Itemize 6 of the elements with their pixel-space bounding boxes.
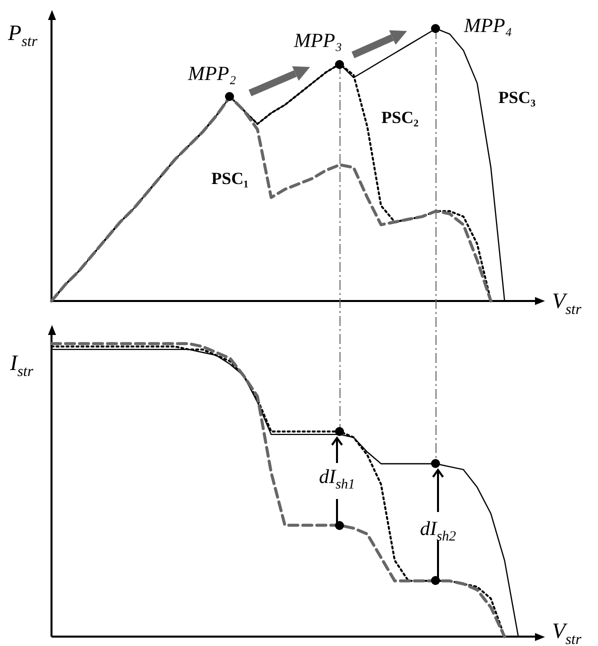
annotation: MPP₂ bbox=[186, 63, 236, 85]
annotation: MPP₃ bbox=[292, 30, 342, 52]
annotation: MPP₄ bbox=[462, 15, 512, 37]
series-label: PSC₁ bbox=[211, 169, 249, 188]
series-label: PSC₂ bbox=[381, 108, 419, 127]
series-label: PSC₃ bbox=[498, 88, 536, 107]
